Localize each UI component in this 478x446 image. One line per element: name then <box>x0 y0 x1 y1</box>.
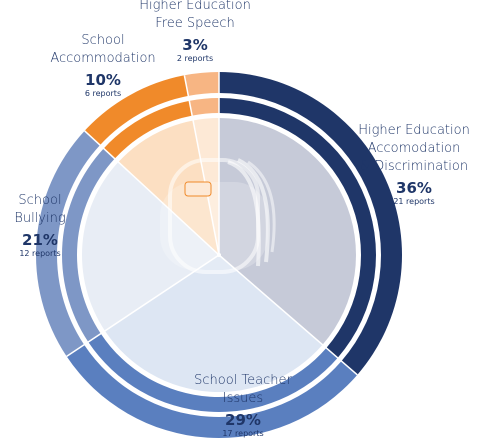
pie-slice-fill <box>104 255 323 392</box>
slice-reports: 2 reports <box>176 54 214 63</box>
slice-name: School Bullying <box>14 193 66 226</box>
label-free-speech: Higher Education Free Speech 3% 2 report… <box>130 0 260 64</box>
label-higher-ed-accommodation: Higher Education Accomodation & Discrimi… <box>352 122 476 207</box>
slice-separator <box>84 130 220 256</box>
slice-name: Higher Education Accomodation & Discrimi… <box>358 123 470 174</box>
pie-center <box>217 253 221 257</box>
pie-slice-outer-band <box>184 72 219 96</box>
slice-percent: 29% <box>225 411 261 429</box>
slice-percent: 21% <box>22 231 58 249</box>
pie-slice-inner-ring <box>103 100 193 159</box>
pie-slice-outer-band <box>219 72 402 375</box>
slice-percent: 36% <box>396 179 432 197</box>
pie-slice-inner-ring <box>62 148 115 342</box>
slice-reports: 17 reports <box>222 429 264 438</box>
pie-slice-outer-band <box>35 130 100 357</box>
pie-slice-inner-ring <box>219 98 377 358</box>
pie-slice-inner-ring <box>189 98 219 116</box>
backpack-icon <box>160 158 276 274</box>
slice-name: Higher Education Free Speech <box>139 0 251 31</box>
slice-name: School Accommodation <box>50 33 156 66</box>
slice-reports: 21 reports <box>393 197 435 206</box>
slice-reports: 12 reports <box>19 249 61 258</box>
pie-slice-fill <box>118 120 219 255</box>
slice-percent: 10% <box>85 71 121 89</box>
label-school-accommodation: School Accommodation 10% 6 reports <box>44 32 162 99</box>
slice-separator <box>218 254 358 376</box>
pie-slice-outer-band <box>66 344 358 438</box>
pie-slice-fill <box>82 162 219 331</box>
slice-separator <box>183 75 220 256</box>
label-school-bullying: School Bullying 21% 12 reports <box>0 192 80 259</box>
slice-name: School Teacher Issues <box>194 373 292 406</box>
pie-slice-outer-band <box>84 75 189 146</box>
slice-reports: 6 reports <box>84 89 122 98</box>
slice-percent: 3% <box>182 36 208 54</box>
label-teacher-issues: School Teacher Issues 29% 17 reports <box>178 372 308 439</box>
pie-slices <box>35 72 402 438</box>
pie-slice-inner-ring <box>88 333 338 413</box>
